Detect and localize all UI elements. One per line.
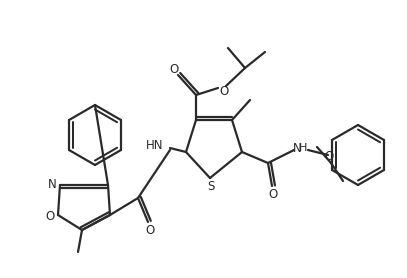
Text: HN: HN — [145, 138, 163, 152]
Text: O: O — [145, 224, 155, 237]
Text: O: O — [45, 210, 55, 222]
Text: H: H — [299, 143, 307, 153]
Text: O: O — [324, 150, 334, 163]
Text: N: N — [293, 142, 302, 155]
Text: O: O — [219, 85, 229, 98]
Text: N: N — [48, 177, 57, 190]
Text: S: S — [207, 180, 214, 193]
Text: O: O — [268, 187, 278, 200]
Text: O: O — [169, 63, 179, 76]
